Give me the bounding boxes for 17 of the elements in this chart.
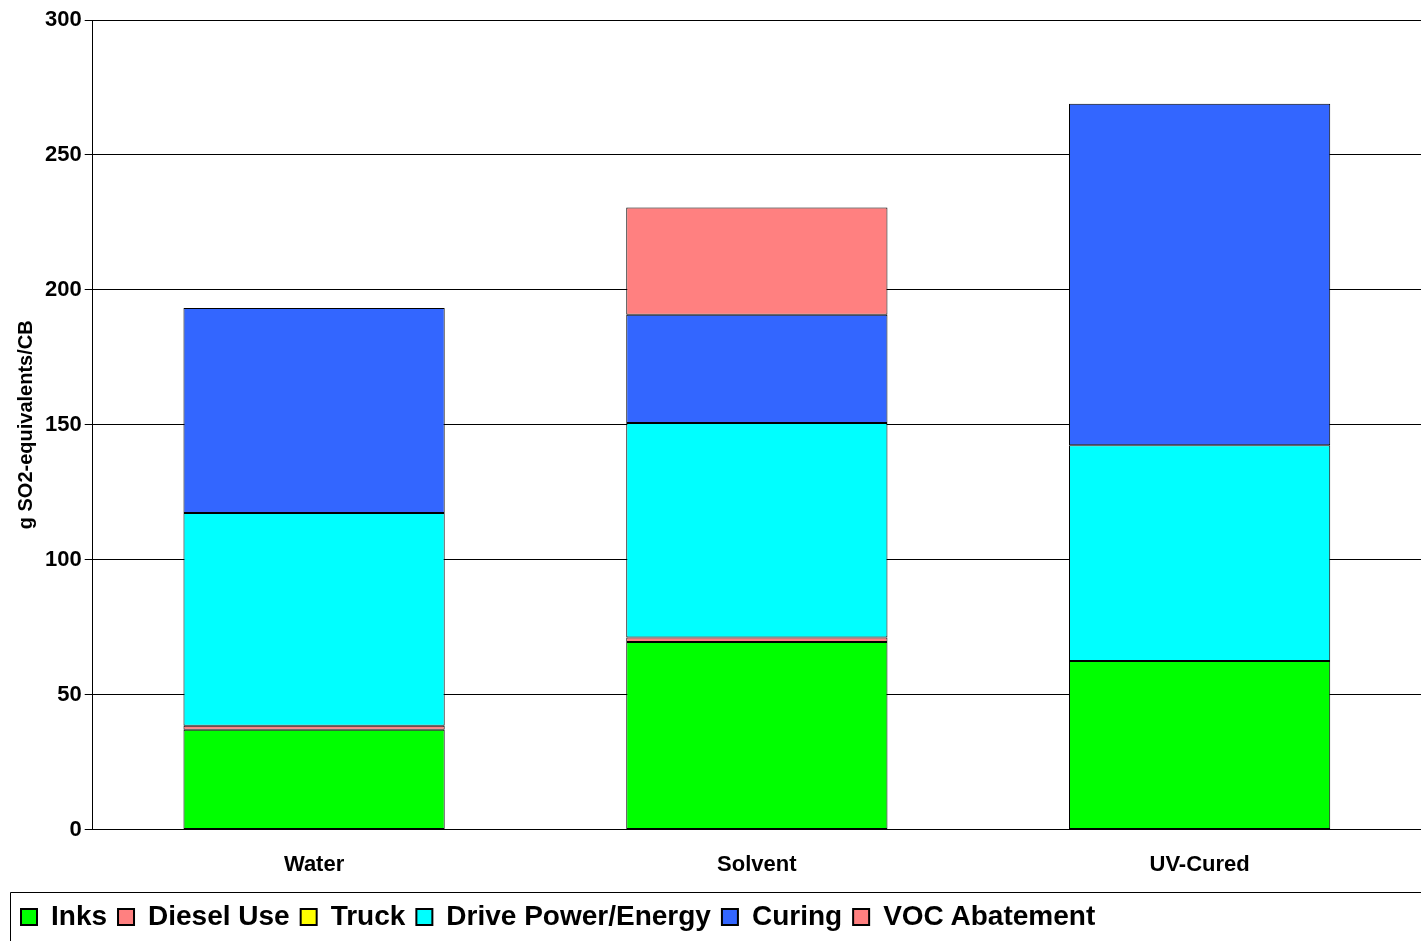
legend-label: Curing	[751, 899, 843, 931]
y-tick-label: 0	[69, 815, 82, 841]
x-tick-label: Water	[283, 850, 345, 876]
x-tick-label: Solvent	[717, 850, 798, 876]
y-tick-label: 250	[44, 141, 82, 166]
legend-label: VOC Abatement	[883, 899, 1096, 931]
legend-label: Inks	[51, 899, 108, 931]
legend-label: Truck	[330, 899, 406, 931]
x-tick-label: UV-Cured	[1149, 850, 1250, 876]
y-tick-label: 50	[57, 680, 82, 706]
y-axis-title: g SO2-equivalents/CB	[13, 320, 36, 530]
y-tick-label: 200	[44, 275, 82, 301]
y-tick-label: 100	[44, 545, 82, 571]
legend-label: Drive Power/Energy	[446, 899, 712, 931]
y-tick-label: 300	[44, 6, 82, 32]
legend-label: Diesel Use	[148, 899, 290, 931]
y-tick-label: 150	[44, 410, 82, 436]
